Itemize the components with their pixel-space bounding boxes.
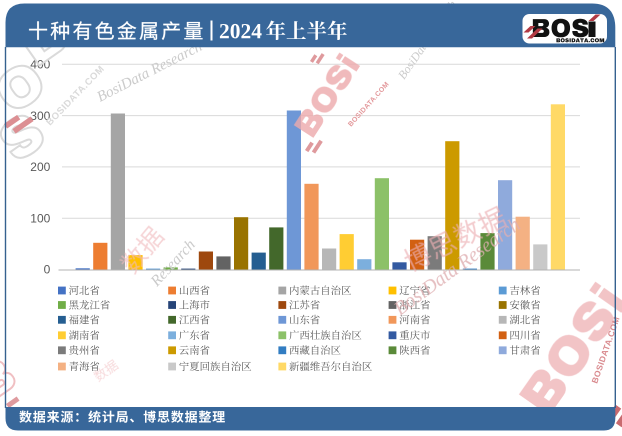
svg-text:100: 100 [30,211,50,225]
svg-text:0: 0 [44,263,51,277]
svg-text:300: 300 [30,109,50,123]
svg-text:200: 200 [30,160,50,174]
